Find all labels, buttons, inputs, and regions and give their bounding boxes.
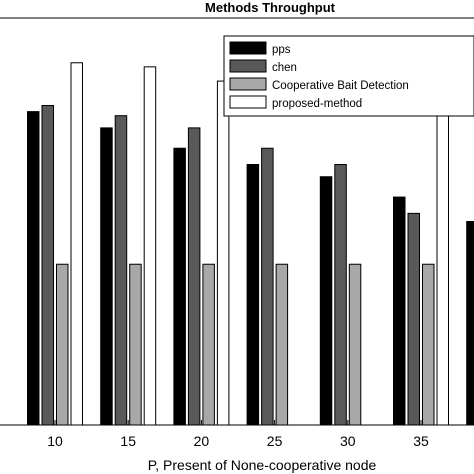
legend-label-pps: pps [272,44,291,56]
legend-swatch-proposed-method [229,95,267,109]
bar-cooperative-bait-detection-30 [348,263,362,426]
legend-swatch-cooperative-bait-detection [229,77,267,91]
bar-pps-20 [173,147,186,426]
bar-pps-35 [393,196,406,426]
bar-chen-15 [114,115,128,426]
bar-chen-30 [334,164,347,426]
bar-chen-20 [187,127,201,426]
x-tick-label-35: 35 [413,433,429,449]
legend-swatch-pps [229,41,267,55]
bar-pps-30 [319,176,333,426]
x-tick-layer: 10 15 20 25 30 35 [47,420,429,449]
bar-proposed-method-20 [216,80,230,426]
bar-cooperative-bait-detection-35 [422,263,435,426]
bar-cooperative-bait-detection-20 [202,263,215,426]
bar-pps-25 [246,164,260,426]
bar-cooperative-bait-detection-15 [129,263,142,426]
legend-label-proposed-method: proposed-method [272,98,362,110]
legend-label-chen: chen [272,62,297,74]
bar-proposed-method-35 [436,96,449,426]
bar-chen-10 [41,105,54,426]
bar-chen-35 [407,212,420,426]
bar-pps-10 [27,111,40,426]
bar-chen-25 [261,147,274,426]
x-tick-label-15: 15 [120,433,136,449]
bar-cooperative-bait-detection-25 [275,263,289,426]
x-axis-label: P, Present of None-cooperative node [148,457,377,473]
x-tick-label-30: 30 [340,433,356,449]
bar-cooperative-bait-detection-10 [56,263,69,426]
bar-pps-15 [100,127,113,426]
bar-pps-40 [466,221,474,426]
x-tick-label-20: 20 [194,433,210,449]
bar-proposed-method-10 [70,62,83,426]
chart-title: Methods Throughput [205,0,336,15]
x-tick-label-10: 10 [47,433,63,449]
legend: pps chen Cooperative Bait Detection propose… [223,35,474,117]
legend-label-cooperative-bait-detection: Cooperative Bait Detection [272,80,409,92]
legend-swatch-chen [229,59,267,73]
bar-proposed-method-15 [143,66,157,426]
x-tick-label-25: 25 [267,433,283,449]
